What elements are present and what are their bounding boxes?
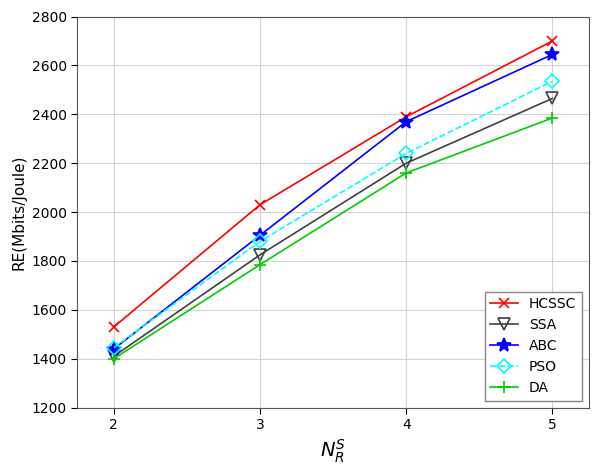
DA <box>256 262 263 268</box>
HCSSC <box>256 202 263 208</box>
SSA <box>549 96 556 101</box>
PSO <box>549 79 556 84</box>
SSA <box>256 252 263 258</box>
Legend: HCSSC, SSA, ABC, PSO, DA: HCSSC, SSA, ABC, PSO, DA <box>485 292 582 401</box>
DA <box>403 170 410 176</box>
Line: PSO: PSO <box>109 77 557 353</box>
HCSSC <box>549 38 556 44</box>
X-axis label: $N_R^S$: $N_R^S$ <box>320 437 346 465</box>
SSA <box>110 353 118 359</box>
ABC <box>403 119 410 125</box>
Y-axis label: RE(Mbits/Joule): RE(Mbits/Joule) <box>11 154 26 270</box>
Line: HCSSC: HCSSC <box>109 36 557 332</box>
DA <box>110 356 118 361</box>
PSO <box>110 345 118 350</box>
ABC <box>549 51 556 57</box>
PSO <box>403 150 410 156</box>
Line: DA: DA <box>109 112 558 364</box>
Line: SSA: SSA <box>109 93 558 362</box>
ABC <box>110 346 118 352</box>
DA <box>549 115 556 121</box>
SSA <box>403 160 410 166</box>
ABC <box>256 232 263 238</box>
HCSSC <box>110 324 118 330</box>
PSO <box>256 238 263 244</box>
HCSSC <box>403 114 410 119</box>
Line: ABC: ABC <box>107 48 559 356</box>
